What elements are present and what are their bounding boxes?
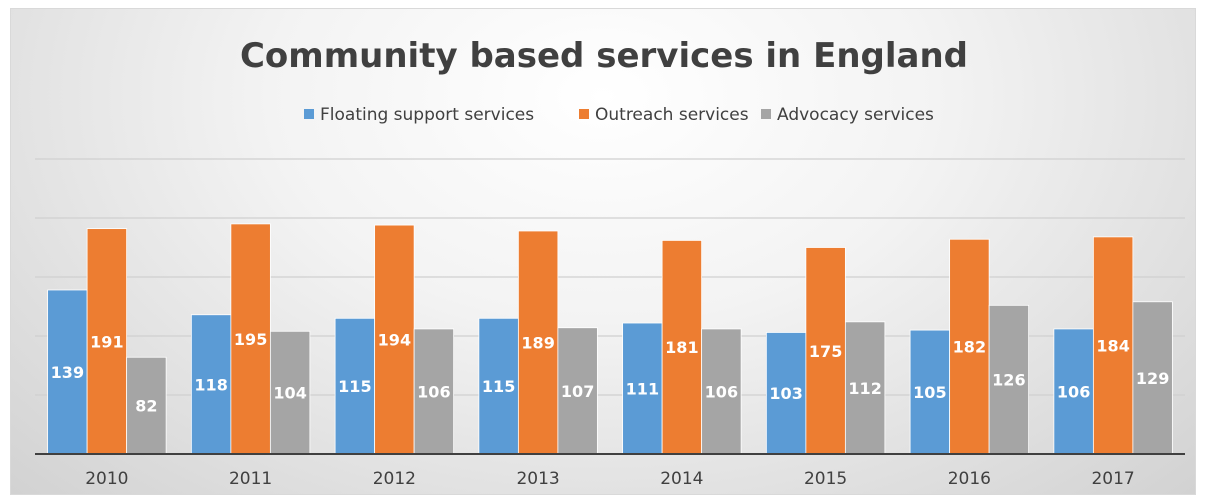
legend-swatch-floating-support-services: [304, 109, 314, 119]
bar-floating-support-services-2011: [190, 314, 232, 455]
bars: [47, 223, 1173, 455]
chart-title: Community based services in England: [240, 36, 968, 76]
data-label-floating-support-services-2012: 115: [338, 377, 371, 396]
data-label-outreach-services-2014: 181: [665, 338, 698, 357]
bar-advocacy-services-2015: [844, 321, 886, 455]
data-label-floating-support-services-2014: 111: [626, 380, 659, 399]
data-label-floating-support-services-2016: 105: [913, 383, 946, 402]
data-label-advocacy-services-2017: 129: [1136, 369, 1169, 388]
bar-floating-support-services-2012: [334, 317, 376, 455]
data-label-advocacy-services-2015: 112: [848, 379, 881, 398]
data-label-outreach-services-2013: 189: [521, 333, 554, 352]
x-tick-label-2014: 2014: [660, 469, 703, 489]
x-tick-label-2013: 2013: [516, 469, 559, 489]
bar-outreach-services-2015: [805, 247, 846, 455]
data-label-outreach-services-2010: 191: [90, 332, 123, 351]
legend-label-advocacy-services: Advocacy services: [777, 105, 934, 125]
data-labels: 139 191 82 118 195 104 115 194 106 115 189 107 111 18…: [51, 330, 1170, 416]
data-label-advocacy-services-2016: 126: [992, 371, 1025, 390]
data-label-floating-support-services-2015: 103: [769, 384, 802, 403]
data-label-floating-support-services-2017: 106: [1057, 382, 1090, 401]
data-label-advocacy-services-2010: 82: [135, 397, 157, 416]
bar-floating-support-services-2013: [478, 317, 519, 455]
legend-swatch-advocacy-services: [761, 109, 771, 119]
legend-label-outreach-services: Outreach services: [595, 105, 749, 125]
legend-swatch-outreach-services: [579, 109, 589, 119]
bar-floating-support-services-2014: [622, 322, 663, 455]
x-tick-label-2017: 2017: [1091, 469, 1134, 489]
x-tick-label-2015: 2015: [804, 469, 847, 489]
data-label-outreach-services-2011: 195: [234, 330, 267, 349]
x-tick-labels: 2010 2011 2012 2013 2014 2015 2016 2017: [85, 469, 1135, 489]
x-tick-label-2010: 2010: [85, 469, 128, 489]
bar-floating-support-services-2015: [765, 332, 807, 455]
bar-advocacy-services-2017: [1132, 301, 1173, 455]
x-tick-label-2016: 2016: [948, 469, 991, 489]
bar-advocacy-services-2012: [413, 328, 455, 455]
data-label-advocacy-services-2013: 107: [561, 382, 594, 401]
data-label-outreach-services-2012: 194: [378, 331, 411, 350]
data-label-floating-support-services-2011: 118: [194, 375, 227, 394]
bar-floating-support-services-2010: [47, 289, 88, 455]
bar-floating-support-services-2016: [909, 329, 951, 455]
bar-outreach-services-2013: [517, 230, 559, 455]
legend: Floating support services Outreach servic…: [304, 105, 934, 125]
data-label-advocacy-services-2011: 104: [273, 384, 306, 403]
data-label-floating-support-services-2013: 115: [482, 377, 515, 396]
data-label-floating-support-services-2010: 139: [51, 363, 84, 382]
bar-advocacy-services-2013: [557, 327, 598, 455]
data-label-advocacy-services-2014: 106: [705, 382, 738, 401]
x-tick-label-2012: 2012: [373, 469, 416, 489]
data-label-advocacy-services-2012: 106: [417, 382, 450, 401]
legend-label-floating-support-services: Floating support services: [320, 105, 534, 125]
chart-container: 139 191 82 118 195 104 115 194 106 115 189 107 111 18…: [10, 8, 1196, 495]
bar-advocacy-services-2016: [988, 304, 1030, 455]
bar-outreach-services-2014: [661, 240, 703, 455]
x-tick-label-2011: 2011: [229, 469, 272, 489]
data-label-outreach-services-2015: 175: [809, 342, 842, 361]
bar-outreach-services-2016: [949, 238, 990, 455]
data-label-outreach-services-2017: 184: [1096, 336, 1129, 355]
bar-advocacy-services-2014: [701, 328, 742, 455]
bar-outreach-services-2011: [230, 223, 271, 455]
data-label-outreach-services-2016: 182: [953, 338, 986, 357]
bar-advocacy-services-2011: [269, 330, 311, 455]
bar-floating-support-services-2017: [1053, 328, 1094, 455]
bar-chart: 139 191 82 118 195 104 115 194 106 115 189 107 111 18…: [35, 36, 1185, 489]
bar-advocacy-services-2010: [126, 356, 167, 455]
